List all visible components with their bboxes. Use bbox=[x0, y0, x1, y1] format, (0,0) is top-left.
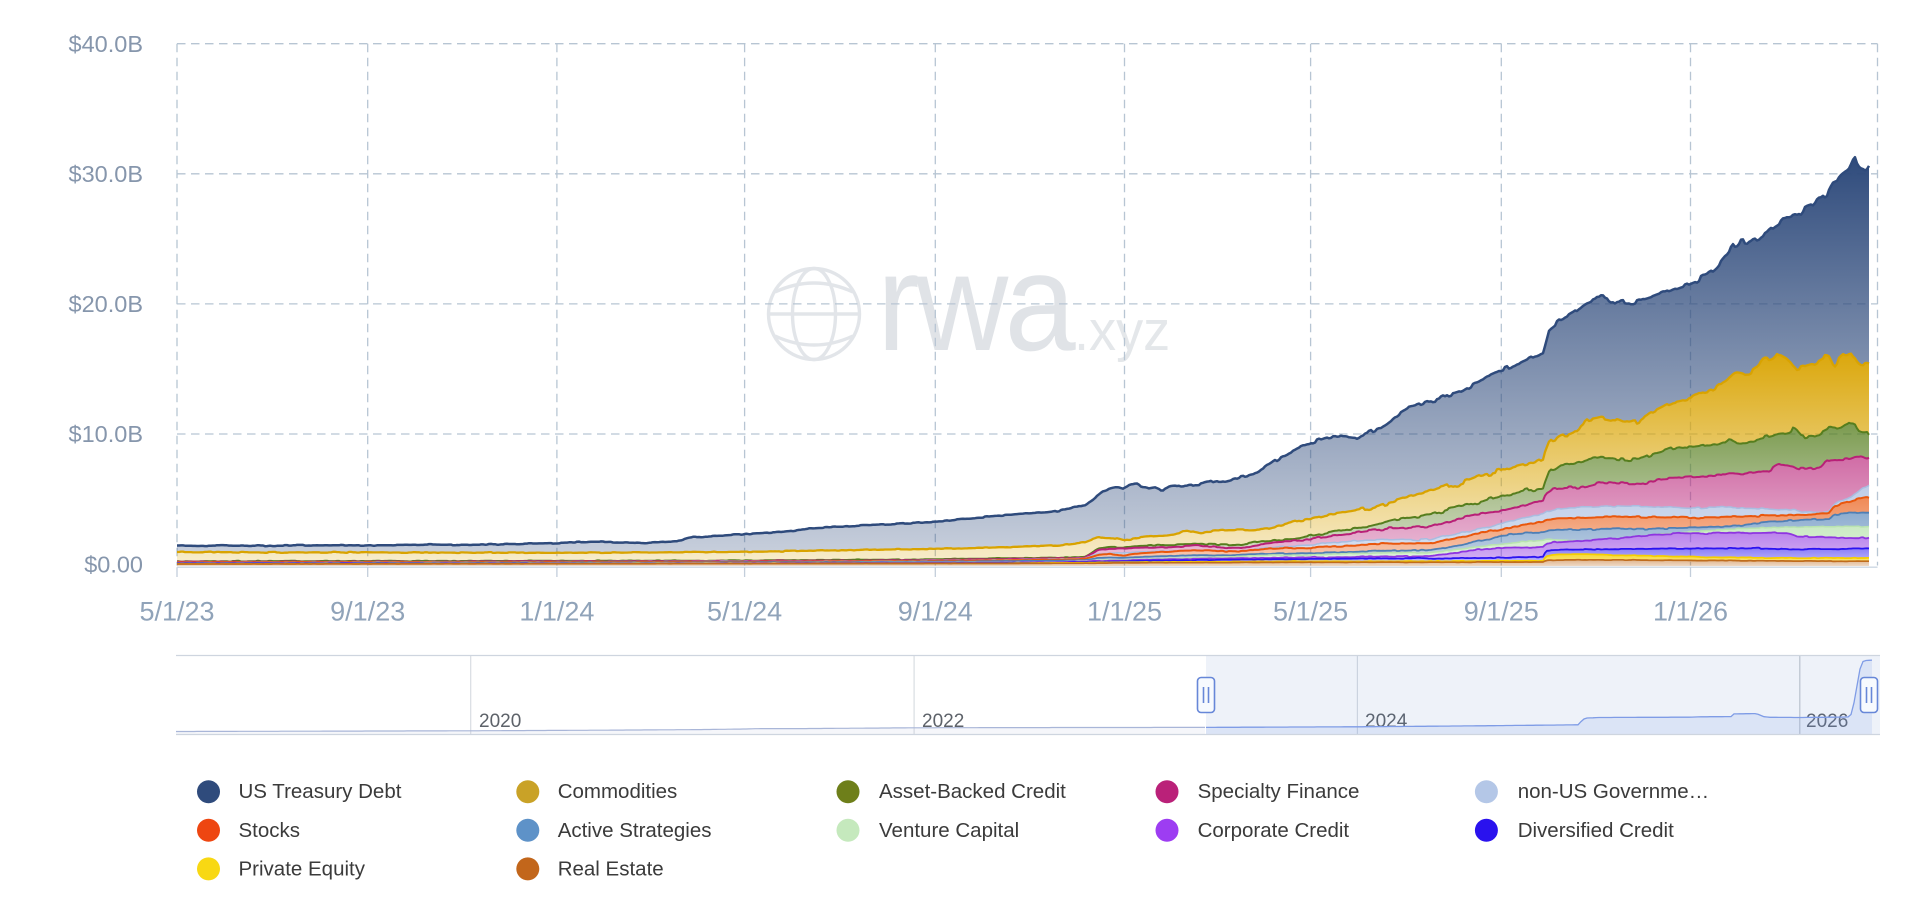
svg-text:$40.0B: $40.0B bbox=[69, 31, 143, 57]
svg-text:Private Equity: Private Equity bbox=[239, 857, 366, 880]
svg-text:$10.0B: $10.0B bbox=[69, 421, 143, 447]
svg-text:5/1/25: 5/1/25 bbox=[1273, 597, 1348, 627]
svg-text:Commodities: Commodities bbox=[558, 780, 678, 803]
svg-text:Stocks: Stocks bbox=[239, 819, 301, 842]
svg-text:Venture Capital: Venture Capital bbox=[879, 819, 1019, 842]
svg-text:1/1/24: 1/1/24 bbox=[519, 597, 594, 627]
svg-text:$20.0B: $20.0B bbox=[69, 291, 143, 317]
svg-text:Corporate Credit: Corporate Credit bbox=[1198, 819, 1350, 842]
svg-text:$0.00: $0.00 bbox=[84, 552, 143, 578]
svg-text:$30.0B: $30.0B bbox=[69, 161, 143, 187]
svg-text:Active Strategies: Active Strategies bbox=[558, 819, 712, 842]
svg-text:Real Estate: Real Estate bbox=[558, 857, 664, 880]
svg-text:1/1/26: 1/1/26 bbox=[1653, 597, 1728, 627]
svg-text:9/1/23: 9/1/23 bbox=[330, 597, 405, 627]
svg-text:1/1/25: 1/1/25 bbox=[1087, 597, 1162, 627]
svg-text:9/1/24: 9/1/24 bbox=[898, 597, 973, 627]
svg-text:2020: 2020 bbox=[479, 711, 521, 732]
svg-text:Specialty Finance: Specialty Finance bbox=[1198, 780, 1360, 803]
svg-text:.xyz: .xyz bbox=[1074, 299, 1170, 363]
svg-text:non-US Governme…: non-US Governme… bbox=[1518, 780, 1709, 803]
svg-text:9/1/25: 9/1/25 bbox=[1464, 597, 1539, 627]
svg-text:rwa: rwa bbox=[877, 225, 1076, 380]
svg-text:5/1/24: 5/1/24 bbox=[707, 597, 782, 627]
svg-text:US Treasury Debt: US Treasury Debt bbox=[239, 780, 402, 803]
svg-text:Diversified Credit: Diversified Credit bbox=[1518, 819, 1674, 842]
svg-text:5/1/23: 5/1/23 bbox=[139, 597, 214, 627]
svg-text:Asset-Backed Credit: Asset-Backed Credit bbox=[879, 780, 1066, 803]
svg-text:2022: 2022 bbox=[922, 711, 964, 732]
svg-text:2026: 2026 bbox=[1806, 711, 1848, 732]
